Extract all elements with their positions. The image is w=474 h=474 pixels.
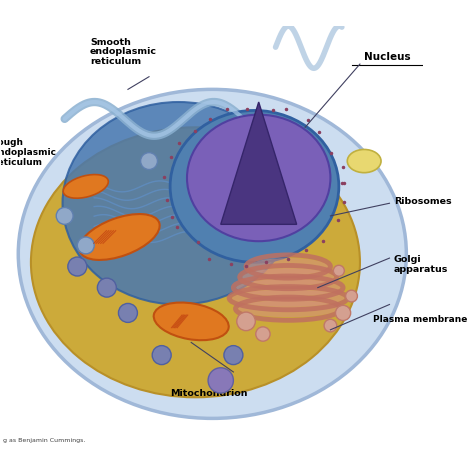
Text: Smooth
endoplasmic
reticulum: Smooth endoplasmic reticulum: [90, 38, 157, 66]
Text: g as Benjamin Cummings.: g as Benjamin Cummings.: [3, 438, 86, 443]
Ellipse shape: [118, 303, 137, 322]
Text: Golgi
apparatus: Golgi apparatus: [394, 255, 448, 274]
Ellipse shape: [346, 290, 357, 302]
Text: Ribosomes: Ribosomes: [394, 197, 451, 206]
Ellipse shape: [97, 278, 116, 297]
Ellipse shape: [77, 237, 94, 254]
Ellipse shape: [63, 102, 294, 304]
Ellipse shape: [31, 128, 360, 397]
Ellipse shape: [333, 265, 344, 276]
Ellipse shape: [79, 214, 160, 260]
Ellipse shape: [236, 279, 340, 296]
Ellipse shape: [232, 290, 344, 307]
Ellipse shape: [152, 346, 171, 365]
Ellipse shape: [347, 149, 381, 173]
Ellipse shape: [56, 208, 73, 224]
Ellipse shape: [170, 110, 339, 262]
Text: rough
endoplasmic
reticulum: rough endoplasmic reticulum: [0, 138, 57, 167]
Ellipse shape: [141, 153, 157, 170]
Polygon shape: [221, 102, 297, 224]
Ellipse shape: [237, 312, 255, 331]
Ellipse shape: [256, 327, 270, 341]
Ellipse shape: [18, 90, 406, 419]
Text: Mitochondrion: Mitochondrion: [170, 389, 247, 398]
Ellipse shape: [336, 305, 351, 320]
Ellipse shape: [224, 346, 243, 365]
Ellipse shape: [242, 269, 334, 285]
Ellipse shape: [187, 115, 330, 241]
Text: Plasma membrane: Plasma membrane: [373, 315, 467, 324]
Ellipse shape: [68, 257, 87, 276]
Ellipse shape: [63, 174, 109, 198]
Ellipse shape: [248, 258, 328, 275]
Ellipse shape: [324, 319, 337, 332]
Ellipse shape: [238, 300, 338, 317]
Ellipse shape: [154, 302, 229, 340]
Ellipse shape: [208, 368, 233, 393]
Text: Nucleus: Nucleus: [364, 52, 411, 62]
